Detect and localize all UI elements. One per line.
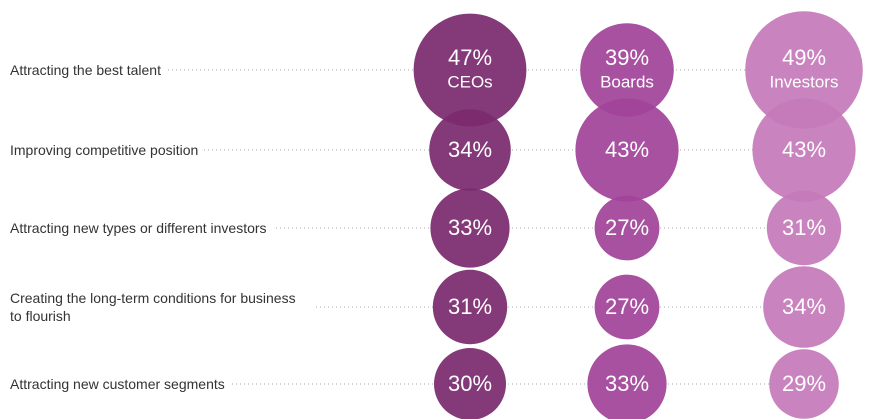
value-label: 27% <box>605 294 649 319</box>
bubble <box>429 109 511 191</box>
bubble <box>580 23 674 117</box>
row-label: Attracting new customer segments <box>10 375 231 393</box>
bubble <box>745 11 863 129</box>
value-label: 27% <box>605 215 649 240</box>
value-label: 31% <box>782 215 826 240</box>
bubble <box>587 344 667 419</box>
bubble <box>769 349 839 419</box>
value-label: 39% <box>605 45 649 70</box>
value-label: 49% <box>782 45 826 70</box>
bubble <box>575 98 679 202</box>
value-label: 31% <box>448 294 492 319</box>
series-name: Boards <box>600 72 654 91</box>
bubble <box>430 188 510 268</box>
series-name: Investors <box>770 72 839 91</box>
bubble <box>413 13 527 127</box>
value-label: 34% <box>782 294 826 319</box>
value-label: 33% <box>448 215 492 240</box>
value-label: 47% <box>448 45 492 70</box>
bubble <box>434 348 506 419</box>
value-label: 43% <box>782 137 826 162</box>
row-label: Attracting new types or different invest… <box>10 219 273 237</box>
value-label: 33% <box>605 371 649 396</box>
value-label: 29% <box>782 371 826 396</box>
bubble <box>752 98 856 202</box>
bubble <box>594 274 660 340</box>
bubble <box>594 195 660 261</box>
row-label: Improving competitive position <box>10 141 205 159</box>
series-name: CEOs <box>447 72 492 91</box>
value-label: 43% <box>605 137 649 162</box>
value-label: 30% <box>448 371 492 396</box>
row-label: Attracting the best talent <box>10 61 167 79</box>
value-label: 34% <box>448 137 492 162</box>
row-label: Creating the long-term conditions for bu… <box>10 289 316 325</box>
bubble <box>766 190 842 266</box>
bubble <box>432 269 508 345</box>
bubble <box>763 266 845 348</box>
